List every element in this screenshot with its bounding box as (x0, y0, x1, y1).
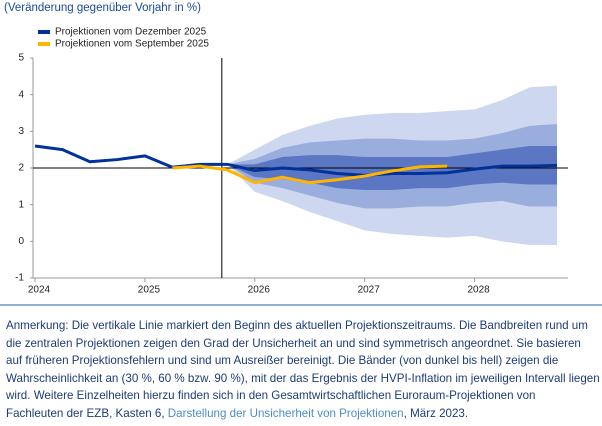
x-tick-label: 2026 (248, 285, 271, 296)
note-line: wird. Weitere Einzelheiten hierzu finden… (6, 389, 536, 403)
y-tick-label: -1 (15, 273, 24, 284)
chart-subtitle: (Veränderung gegenüber Vorjahr in %) (4, 2, 201, 14)
note-text: Fachleuten der EZB, Kasten 6, (6, 406, 168, 420)
series-line (34, 144, 558, 177)
note-line: Wahrscheinlichkeit an (30 %, 60 % bzw. 9… (6, 371, 600, 385)
y-tick-label: 4 (18, 89, 24, 100)
note-text: , März 2023. (403, 406, 469, 420)
y-tick-label: 5 (18, 53, 24, 64)
legend-label: Projektionen vom Dezember 2025 (55, 27, 207, 38)
note-link[interactable]: Darstellung der Unsicherheit von Projekt… (167, 406, 404, 420)
note-line: die zentralen Projektionen zeigen den Gr… (6, 336, 581, 350)
y-tick-label: 1 (18, 199, 24, 210)
y-tick-label: 2 (18, 163, 24, 174)
x-tick-label: 2024 (28, 285, 51, 296)
x-tick-label: 2028 (467, 285, 490, 296)
series-line (172, 164, 448, 185)
note-line: Anmerkung: Die vertikale Linie markiert … (6, 319, 588, 332)
note-line: Fachleuten der EZB, Kasten 6, Darstellun… (6, 405, 602, 423)
note: Anmerkung: Die vertikale Linie markiert … (6, 317, 602, 423)
chart: (Veränderung gegenüber Vorjahr in %) -1 0… (0, 2, 602, 306)
legend-label: Projektionen vom September 2025 (55, 39, 209, 50)
note-line: auf früheren Projektionsfehlern und sind… (6, 354, 559, 368)
y-tick-label: 3 (18, 126, 24, 137)
x-tick-label: 2027 (358, 285, 381, 296)
x-tick-label: 2025 (138, 285, 161, 296)
y-tick-label: 0 (18, 236, 24, 247)
